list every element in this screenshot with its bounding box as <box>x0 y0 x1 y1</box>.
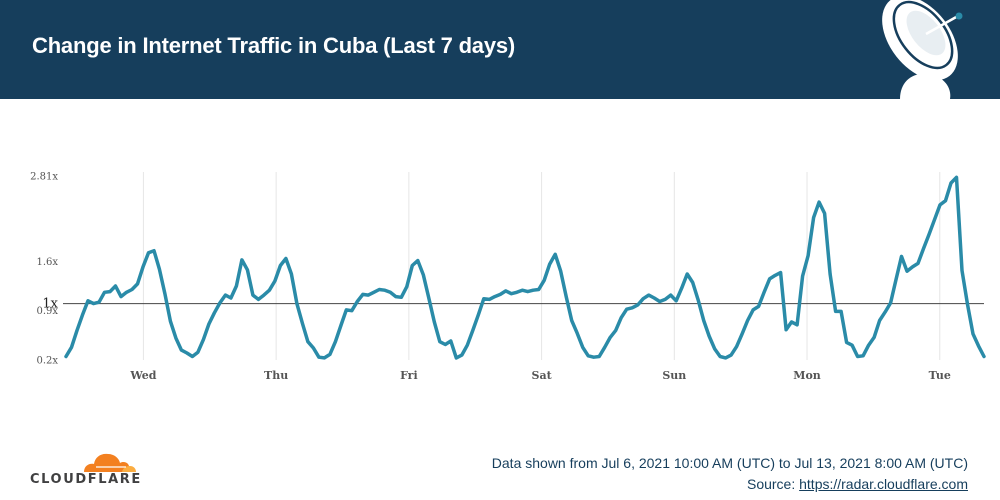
source-line: Source: https://radar.cloudflare.com <box>492 474 968 495</box>
x-tick-label-1: Thu <box>264 369 288 382</box>
series-group <box>64 175 986 360</box>
grid-lines <box>142 172 941 360</box>
x-tick-label-4: Sun <box>662 369 686 382</box>
reference-line-label: 1x <box>42 297 58 312</box>
data-range-text: Data shown from Jul 6, 2021 10:00 AM (UT… <box>491 455 968 471</box>
x-tick-label-5: Mon <box>793 369 821 382</box>
x-tick-label-6: Tue <box>929 369 951 382</box>
chart-svg: 0.2x0.9x1.6x2.81x Wed Thu Fri Sat Sun Mon Tue … <box>30 172 986 382</box>
source-label: Source: <box>746 476 796 492</box>
y-axis-ticks: 0.2x 0.9x 1.6x 2.81x <box>30 172 58 367</box>
series-line-0 <box>64 175 986 360</box>
x-tick-label-2: Fri <box>400 369 418 382</box>
reference-line-group: 1x <box>42 297 984 312</box>
y-tick-label-0: 0.2x <box>36 356 58 367</box>
satellite-dish-icon <box>882 0 963 99</box>
cloudflare-logo: CLOUDFLARE <box>30 450 150 490</box>
chart-title: Change in Internet Traffic in Cuba (Last… <box>32 33 516 58</box>
y-tick-label-1: 0.9x <box>36 306 58 317</box>
cloud-icon <box>84 453 136 472</box>
y-tick-label-3: 2.81x <box>30 172 58 183</box>
source-link[interactable]: https://radar.cloudflare.com <box>799 476 968 492</box>
header-bar: Change in Internet Traffic in Cuba (Last… <box>0 0 1000 99</box>
footer-info: Data shown from Jul 6, 2021 10:00 AM (UT… <box>492 453 968 495</box>
y-tick-label-2: 1.6x <box>36 257 58 268</box>
traffic-chart: 0.2x 0.9x 1.6x 2.81x Wed Thu Fri Sat Sun Mon Tue … <box>0 150 1000 390</box>
logo-text: CLOUDFLARE <box>30 472 142 487</box>
x-tick-label-3: Sat <box>532 369 553 382</box>
x-tick-label-0: Wed <box>129 369 156 382</box>
x-axis-ticks: Wed Thu Fri Sat Sun Mon Tue <box>129 369 951 382</box>
